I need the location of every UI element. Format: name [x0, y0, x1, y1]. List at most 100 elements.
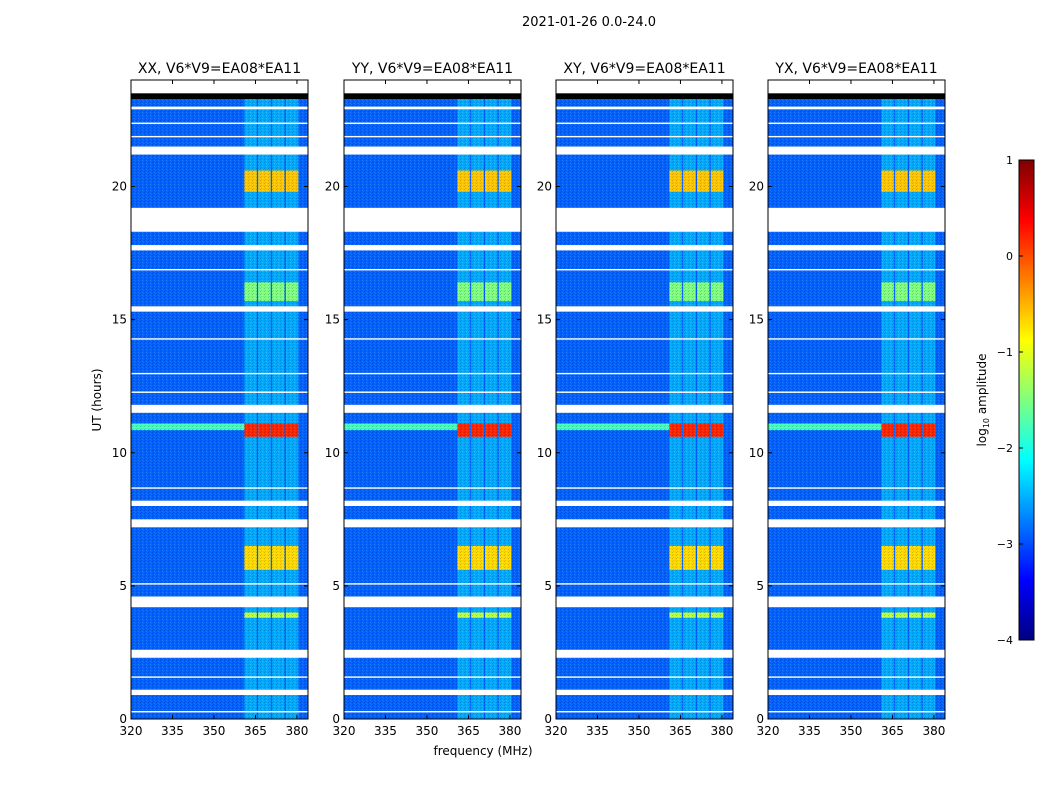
- no-data-band: [344, 519, 521, 528]
- no-data-band: [556, 596, 733, 608]
- gap-line: [768, 122, 945, 124]
- y-tick-label: 20: [325, 180, 340, 194]
- y-tick-label: 15: [325, 313, 340, 327]
- colorbar-tick-label: 0: [1006, 250, 1013, 263]
- axes-frame: [130, 79, 309, 720]
- gap-line: [556, 338, 733, 340]
- no-data-band: [768, 146, 945, 155]
- no-data-band: [768, 500, 945, 506]
- no-data-band: [768, 519, 945, 528]
- gap-line: [556, 711, 733, 713]
- no-data-band: [556, 519, 733, 528]
- panel-title: YY, V6*V9=EA08*EA11: [351, 61, 513, 77]
- gap-line: [556, 676, 733, 678]
- noise-texture: [131, 80, 308, 719]
- x-tick-label: 380: [285, 724, 308, 738]
- y-tick-label: 10: [749, 446, 764, 460]
- x-tick-label: 365: [244, 724, 267, 738]
- x-tick-label: 335: [586, 724, 609, 738]
- no-data-band: [131, 519, 308, 528]
- no-data-band: [556, 306, 733, 312]
- x-tick-label: 350: [203, 724, 226, 738]
- x-tick-label: 335: [374, 724, 397, 738]
- y-tick-label: 0: [332, 712, 340, 726]
- no-data-band: [556, 404, 733, 413]
- y-tick-label: 15: [749, 313, 764, 327]
- gap-line: [344, 391, 521, 393]
- gap-line: [131, 122, 308, 124]
- no-data-band: [131, 500, 308, 506]
- x-tick-label: 380: [922, 724, 945, 738]
- axes-frame: [555, 79, 734, 720]
- panel: YX, V6*V9=EA08*EA11 320 335 350 365 380 0 5 10 15…: [749, 61, 946, 738]
- colorbar-tick-label: −4: [997, 634, 1013, 647]
- no-data-band: [556, 649, 733, 658]
- no-data-band: [131, 649, 308, 658]
- y-tick-label: 10: [325, 446, 340, 460]
- gap-line: [556, 135, 733, 138]
- axes-frame: [343, 79, 522, 720]
- y-tick-label: 20: [537, 180, 552, 194]
- no-data-band: [768, 106, 945, 110]
- colorbar: 1 0 −1 −2 −3 −4 log10 amplitude: [975, 154, 1035, 647]
- gap-line: [131, 583, 308, 585]
- no-data-band: [344, 500, 521, 506]
- gap-line: [768, 338, 945, 340]
- no-data-band: [344, 106, 521, 110]
- x-tick-label: 380: [710, 724, 733, 738]
- y-tick-label: 5: [756, 579, 764, 593]
- y-tick-label: 10: [537, 446, 552, 460]
- colorbar-tick-label: 1: [1006, 154, 1013, 167]
- x-tick-label: 320: [545, 724, 568, 738]
- gap-line: [768, 711, 945, 713]
- gap-line: [131, 487, 308, 489]
- noise-texture: [556, 80, 733, 719]
- no-data-band: [768, 207, 945, 232]
- no-data-band: [556, 146, 733, 155]
- gap-line: [131, 135, 308, 138]
- no-data-band: [131, 207, 308, 232]
- no-data-band: [344, 306, 521, 312]
- gap-line: [768, 372, 945, 375]
- colorbar-tick-label: −1: [997, 346, 1013, 359]
- no-data-band: [131, 689, 308, 696]
- no-data-band: [131, 306, 308, 312]
- gap-line: [768, 269, 945, 271]
- no-data-band: [131, 596, 308, 608]
- x-tick-label: 320: [333, 724, 356, 738]
- no-data-band: [344, 207, 521, 232]
- no-data-band: [768, 80, 945, 94]
- gap-line: [556, 122, 733, 124]
- panel: XY, V6*V9=EA08*EA11 320 335 350 365 380 0 5 10 15…: [537, 61, 734, 738]
- x-tick-label: 335: [798, 724, 821, 738]
- y-axis-label: UT (hours): [90, 368, 104, 431]
- gap-line: [344, 372, 521, 375]
- no-data-band: [344, 596, 521, 608]
- gap-line: [344, 711, 521, 713]
- gap-line: [344, 583, 521, 585]
- no-data-band: [344, 404, 521, 413]
- x-tick-label: 365: [669, 724, 692, 738]
- gap-line: [768, 391, 945, 393]
- no-data-band: [556, 80, 733, 94]
- y-tick-label: 15: [537, 313, 552, 327]
- y-tick-label: 5: [544, 579, 552, 593]
- gap-line: [131, 269, 308, 271]
- figure-suptitle: 2021-01-26 0.0-24.0: [522, 15, 656, 30]
- no-data-band: [131, 146, 308, 155]
- gap-line: [131, 391, 308, 393]
- gap-line: [768, 135, 945, 138]
- gap-line: [344, 135, 521, 138]
- x-tick-label: 365: [881, 724, 904, 738]
- no-data-band: [768, 689, 945, 696]
- colorbar-tick-label: −3: [997, 538, 1013, 551]
- gap-line: [768, 487, 945, 489]
- no-data-band: [344, 80, 521, 94]
- no-data-band: [768, 245, 945, 251]
- no-data-band: [768, 596, 945, 608]
- gap-line: [344, 338, 521, 340]
- gap-line: [344, 122, 521, 124]
- x-tick-label: 350: [416, 724, 439, 738]
- panel: XX, V6*V9=EA08*EA11 320 335 350 365 380 0 5 10 15…: [112, 61, 309, 738]
